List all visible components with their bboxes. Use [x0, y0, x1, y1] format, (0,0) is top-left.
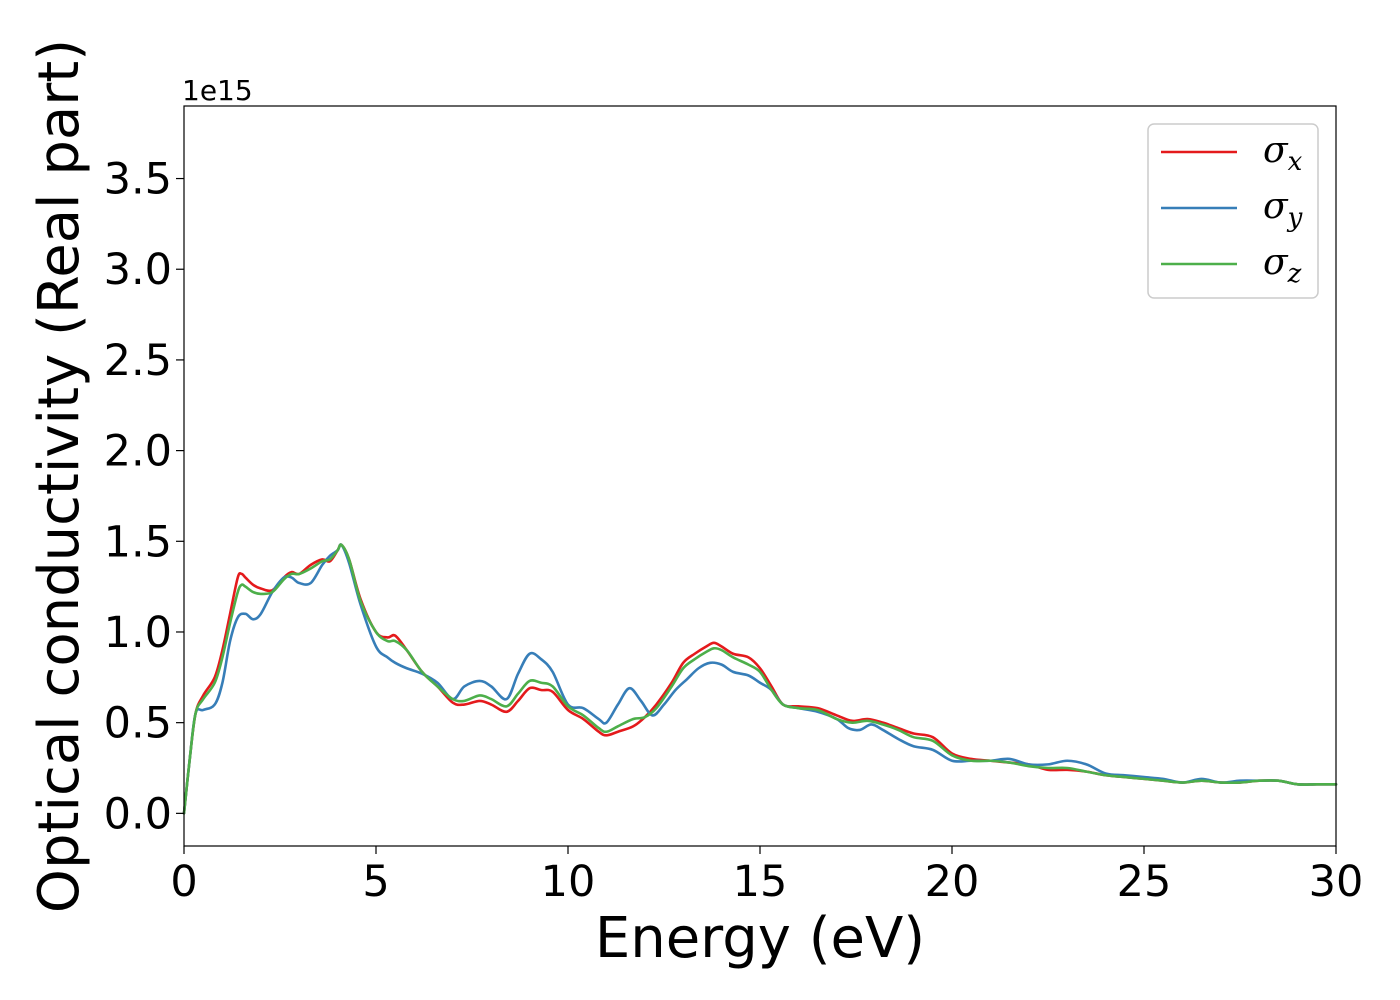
y-tick-label: 3.5 [104, 155, 172, 205]
x-axis-ticks: 0 5 10 15 20 25 30 [170, 846, 1363, 907]
y-tick-label: 2.5 [104, 336, 172, 386]
y-axis-offset-label: 1e15 [182, 74, 253, 107]
x-tick-label: 20 [925, 857, 980, 907]
legend-label-y: σy [1263, 186, 1303, 233]
legend-label-x: σx [1263, 130, 1303, 177]
series-line-y [182, 543, 1338, 815]
y-tick-label: 0.5 [104, 699, 172, 749]
x-tick-label: 30 [1309, 857, 1364, 907]
x-tick-label: 0 [170, 857, 197, 907]
legend-label-z: σz [1263, 242, 1302, 289]
y-tick-label: 3.0 [104, 245, 172, 295]
legend: σx σy σz [1147, 123, 1319, 299]
y-axis-ticks: 0.0 0.5 1.0 1.5 2.0 2.5 3.0 3.5 [104, 155, 184, 839]
y-tick-label: 0.0 [104, 789, 172, 839]
legend-frame [1147, 123, 1319, 299]
y-tick-label: 2.0 [104, 427, 172, 477]
series-line-z [182, 543, 1338, 815]
series-layer [182, 543, 1338, 815]
y-axis-label: Optical conductivity (Real part) [27, 39, 92, 913]
x-axis-label: Energy (eV) [595, 906, 925, 971]
x-tick-label: 25 [1117, 857, 1172, 907]
legend-items: σx σy σz [1161, 130, 1303, 289]
y-tick-label: 1.0 [104, 608, 172, 658]
x-tick-label: 5 [362, 857, 389, 907]
x-tick-label: 15 [733, 857, 788, 907]
x-tick-label: 10 [541, 857, 596, 907]
y-tick-label: 1.5 [104, 517, 172, 567]
